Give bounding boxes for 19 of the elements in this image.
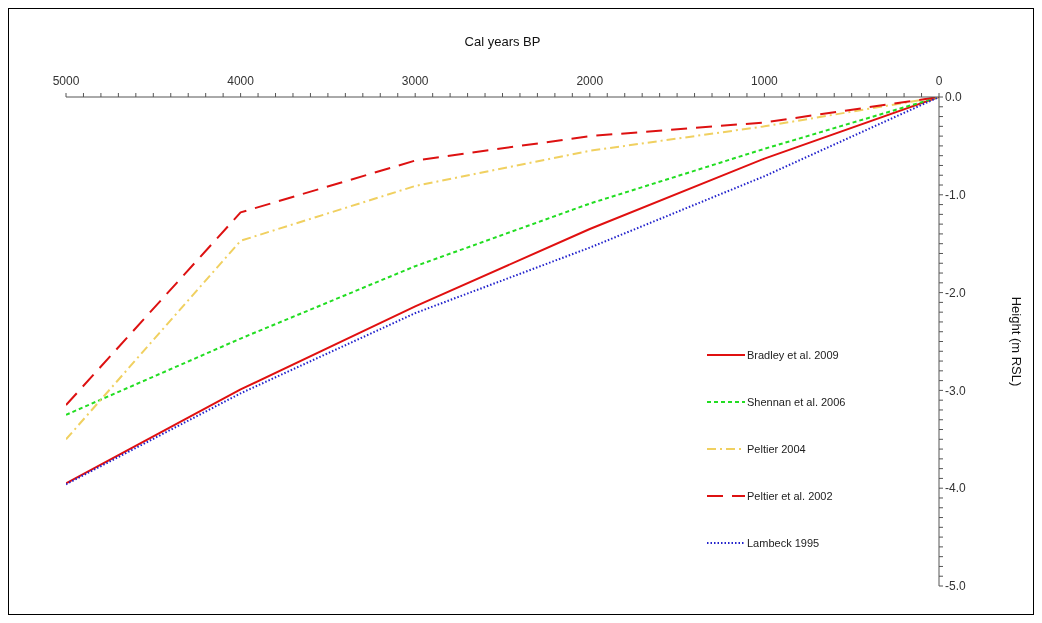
legend-label: Shennan et al. 2006 <box>747 395 846 408</box>
x-tick-label: 3000 <box>401 74 429 88</box>
x-tick-label: 4000 <box>227 74 255 88</box>
legend-label: Bradley et al. 2009 <box>747 348 839 361</box>
y-tick-label: 0.0 <box>945 90 963 105</box>
y-tick-label: -1.0 <box>945 188 966 203</box>
y-tick-label: -3.0 <box>945 383 966 398</box>
x-axis-title: Cal years BP <box>464 34 541 50</box>
x-tick-label: 5000 <box>52 74 80 88</box>
legend-label: Lambeck 1995 <box>747 536 820 549</box>
legend-label: Peltier 2004 <box>747 442 806 455</box>
legend-label: Peltier et al. 2002 <box>747 489 833 502</box>
x-tick-label: 1000 <box>751 74 779 88</box>
y-tick-label: -5.0 <box>945 579 966 594</box>
x-tick-label: 2000 <box>576 74 604 88</box>
y-axis-title: Height (m RSL) <box>1009 296 1025 387</box>
x-tick-label: 0 <box>935 74 943 88</box>
y-tick-label: -2.0 <box>945 285 966 300</box>
y-tick-label: -4.0 <box>945 481 966 496</box>
